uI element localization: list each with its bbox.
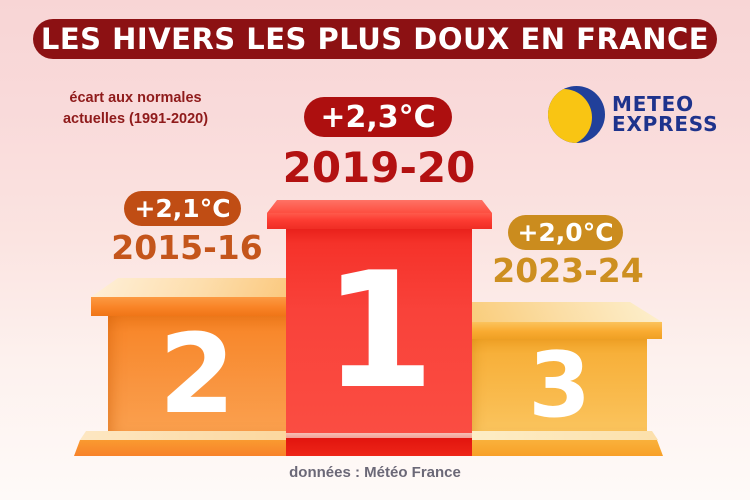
podium3-body: 3 [472,339,647,432]
podium1-body: 1 [286,229,472,433]
anomaly-badge-rank3: +2,0°C [508,215,623,250]
anomaly-value-rank1: +2,3°C [320,99,436,135]
anomaly-badge-rank2: +2,1°C [124,191,241,226]
anomaly-badge-rank1: +2,3°C [304,97,452,137]
rank-number-1: 1 [323,237,435,424]
logo-wordmark: METEO EXPRESS [612,92,719,136]
rank-number-2: 2 [158,310,236,438]
podium3-base-face [472,440,663,456]
subtitle-line1: écart aux normales [69,90,202,106]
podium2-base-face [74,440,286,456]
podium2-base-top [80,431,286,440]
season-label-rank3: 2023-24 [492,251,644,290]
sun-moon-icon [548,86,605,143]
season-label-rank2: 2015-16 [111,228,263,267]
anomaly-value-rank2: +2,1°C [134,194,231,223]
subtitle-line2: actuelles (1991-2020) [62,111,209,127]
podium3-lid-top [472,302,662,322]
podium1-base-face [286,438,472,456]
title-banner: LES HIVERS LES PLUS DOUX EN FRANCE [33,19,717,59]
page-title: LES HIVERS LES PLUS DOUX EN FRANCE [40,22,710,56]
podium3-lid-face [472,322,662,339]
logo-line2: EXPRESS [612,111,719,136]
podium1-lid-face [267,213,492,229]
season-label-rank1: 2019-20 [282,143,476,192]
meteo-express-logo: METEO EXPRESS [548,86,718,143]
podium3-base-top [472,431,658,440]
podium1-base-highlight [286,433,472,438]
podium2-lid-face [91,297,286,316]
logo-line1: METEO [612,92,694,116]
sun-disc-icon [548,89,592,143]
data-source-credit: données : Météo France [289,464,461,481]
podium2-lid-top [91,278,286,297]
podium2-body: 2 [108,316,286,432]
anomaly-value-rank3: +2,0°C [517,218,614,247]
podium1-lid-top [267,200,492,213]
subtitle: écart aux normales actuelles (1991-2020) [38,88,233,130]
rank-number-3: 3 [528,332,591,438]
